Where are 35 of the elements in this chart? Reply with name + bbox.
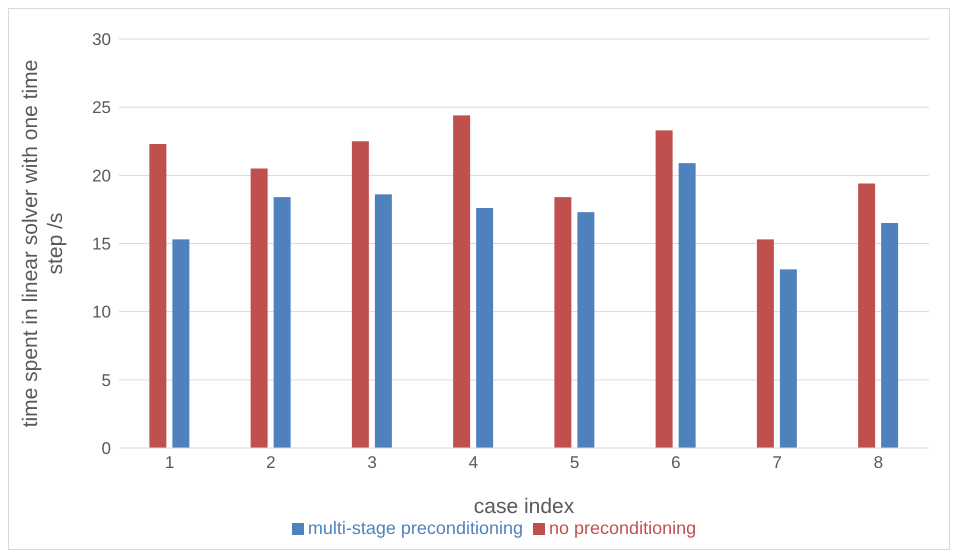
x-tick-label: 5	[570, 453, 580, 472]
y-tick-label: 30	[92, 30, 111, 50]
bar	[858, 184, 876, 448]
bar	[756, 239, 774, 448]
legend-label: no preconditioning	[549, 518, 696, 538]
bar	[678, 163, 696, 448]
bar	[149, 144, 166, 448]
legend-label: multi-stage preconditioning	[308, 518, 523, 538]
y-tick-label: 15	[92, 234, 111, 254]
y-axis-title: time spent in linear solver with one time step /s	[18, 60, 68, 428]
x-tick-label: 7	[772, 453, 782, 472]
bar	[374, 194, 392, 448]
bar	[352, 141, 369, 448]
bar	[780, 269, 797, 448]
x-axis-title: case index	[474, 495, 575, 518]
y-tick-label: 10	[92, 302, 111, 322]
y-tick-label: 25	[92, 98, 111, 118]
bar	[554, 197, 572, 448]
x-tick-label: 3	[367, 453, 377, 472]
y-tick-label: 20	[92, 166, 111, 186]
x-tick-label: 4	[468, 453, 478, 472]
bar	[881, 223, 898, 448]
bar	[577, 212, 594, 448]
bar	[656, 130, 673, 448]
bar	[250, 168, 268, 448]
x-tick-label: 8	[874, 453, 884, 472]
bar	[172, 239, 190, 448]
bar	[453, 115, 470, 448]
x-tick-label: 2	[266, 453, 276, 472]
x-tick-label: 6	[671, 453, 681, 472]
bar	[274, 197, 291, 448]
y-tick-label: 0	[102, 439, 111, 458]
y-tick-label: 5	[102, 370, 111, 390]
x-tick-label: 1	[164, 453, 174, 472]
bar	[476, 208, 494, 448]
